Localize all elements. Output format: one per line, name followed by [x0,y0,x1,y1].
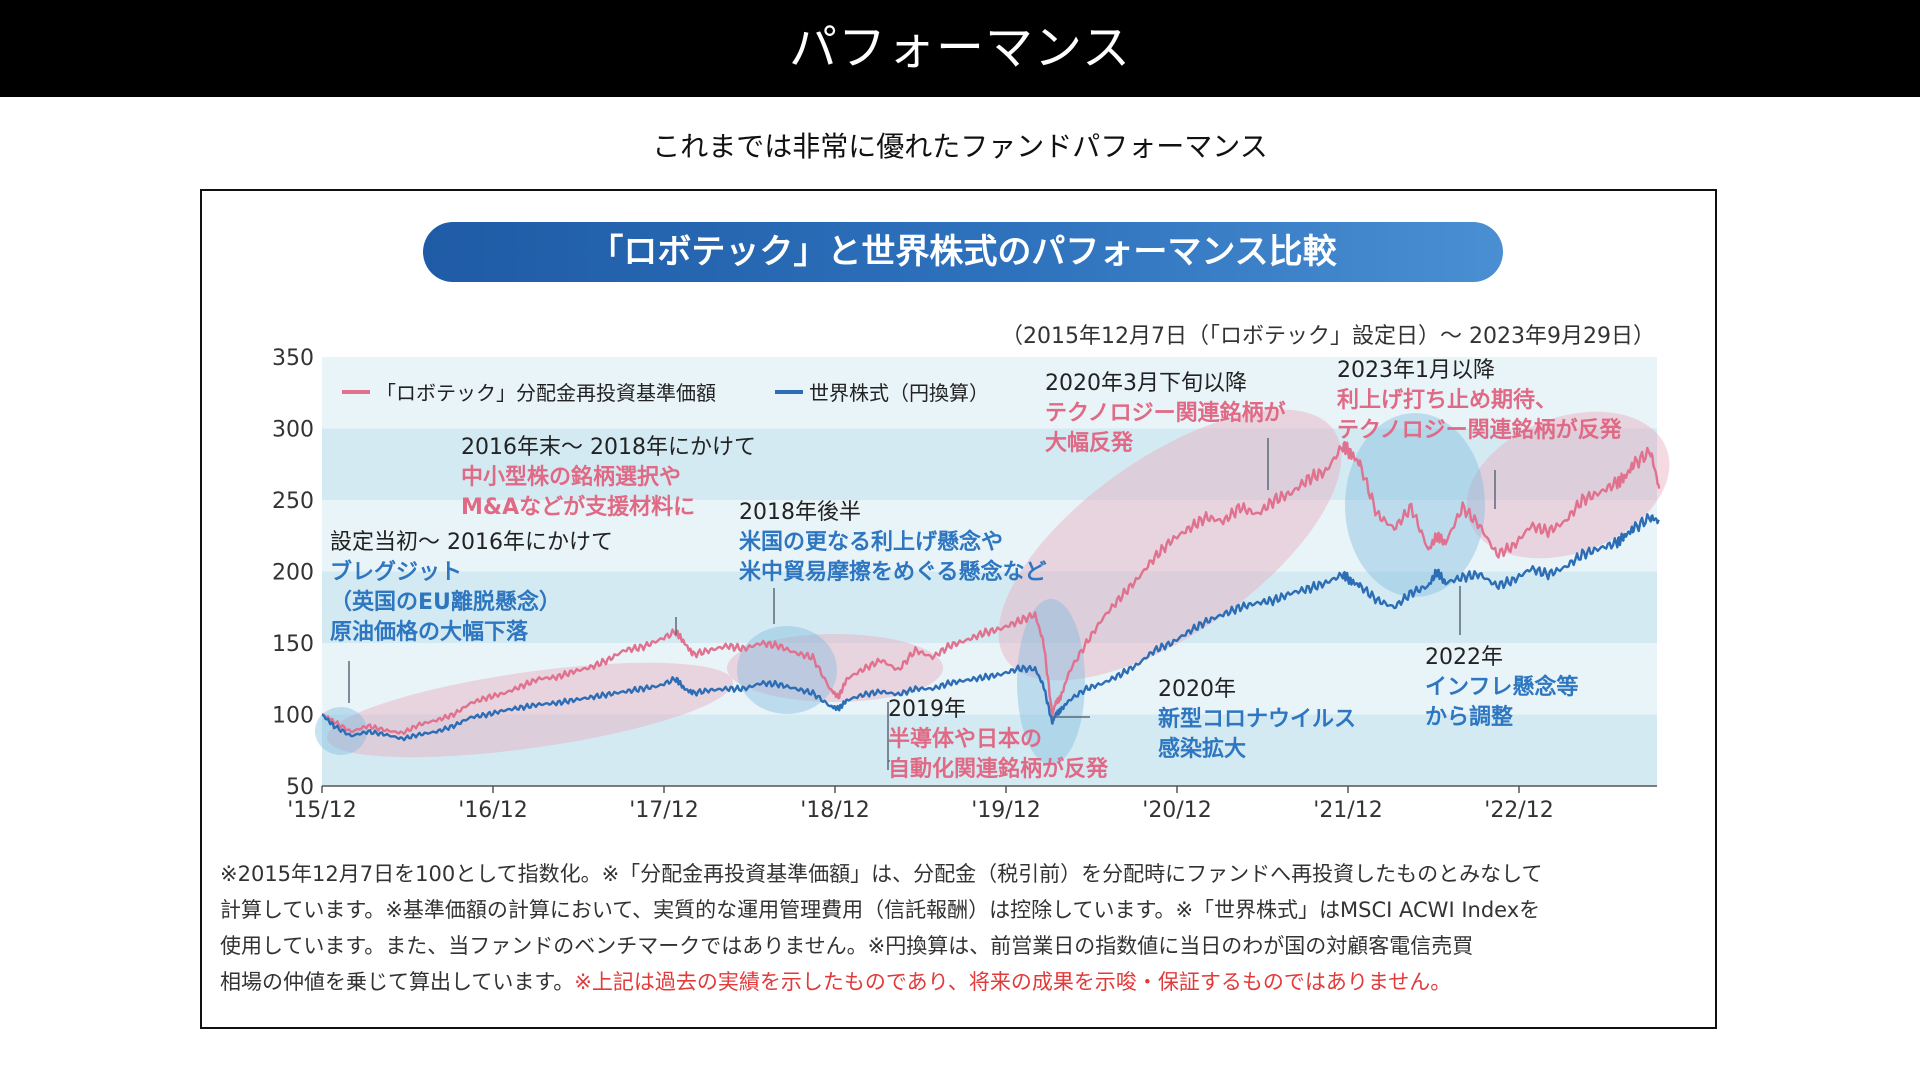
robotech-series-line [321,440,1661,736]
header-bar [0,0,1920,97]
x-tick-label: '22/12 [1484,798,1553,823]
x-tick-label: '16/12 [458,798,527,823]
world-stock-series-line [321,513,1660,742]
legend-label-world: 世界株式（円換算） [809,381,989,405]
chart-title-banner [423,222,1503,282]
annotation-heading: 2022年 [1425,645,1503,670]
y-tick-label: 100 [272,704,314,729]
plot-band [322,714,1657,786]
annotation-heading: 2023年1月以降 [1337,358,1495,383]
page-title: パフォーマンス [788,20,1132,76]
chart-title: 「ロボテック」と世界株式のパフォーマンス比較 [589,232,1337,272]
plot-band [322,357,1657,429]
y-tick-label: 300 [272,418,314,443]
annotation-text: 感染拡大 [1158,736,1246,762]
x-tick-label: '20/12 [1142,798,1211,823]
x-tick-label: '17/12 [629,798,698,823]
disclaimer-warning: ※上記は過去の実績を示したものであり、将来の成果を示唆・保証するものではありませ… [574,970,1452,994]
annotation-heading: 2020年3月下旬以降 [1045,371,1247,396]
annotation-heading: 2020年 [1158,677,1236,702]
annotation-text: （英国のEU離脱懸念） [330,589,561,615]
footnote-line-2: 計算しています。※基準価額の計算において、実質的な運用管理費用（信託報酬）は控除… [220,898,1541,922]
annotation-text: 新型コロナウイルス [1158,706,1356,732]
annotation-heading: 設定当初～ 2016年にかけて [330,530,613,555]
y-tick-label: 350 [272,346,314,371]
plot-band [322,428,1657,500]
annotation-text: インフレ懸念等 [1425,674,1578,700]
page-subtitle: これまでは非常に優れたファンドパフォーマンス [652,130,1268,163]
annotation-text: 半導体や日本の [888,726,1042,752]
highlight-ellipse [1017,599,1085,765]
annotation-text: M&Aなどが支援材料に [461,494,695,520]
annotation-text: テクノロジー関連銘柄が反発 [1337,417,1623,443]
highlight-ellipse [1345,413,1485,597]
annotation-heading: 2019年 [888,697,966,722]
annotation-text: 利上げ打ち止め期待、 [1337,387,1557,413]
annotation-heading: 2018年後半 [739,500,861,525]
x-tick-label: '21/12 [1313,798,1382,823]
footnote-line-3: 使用しています。また、当ファンドのベンチマークではありません。※円換算は、前営業… [220,934,1474,958]
footnote-line-4-text: 相場の仲値を乗じて算出しています。 [220,970,575,994]
annotation-text: から調整 [1425,704,1513,730]
annotation-text: 自動化関連銘柄が反発 [888,756,1109,782]
legend-label-robotech: 「ロボテック」分配金再投資基準価額 [376,381,716,405]
highlight-ellipse [1466,411,1670,559]
footnote-line-4: 相場の仲値を乗じて算出しています。※上記は過去の実績を示したものであり、将来の成… [220,964,1720,1000]
annotation-text: 大幅反発 [1045,431,1134,456]
x-tick-label: '19/12 [971,798,1040,823]
annotation-heading: 2016年末～ 2018年にかけて [461,435,756,460]
period-note: （2015年12月7日（「ロボテック」設定日）～ 2023年9月29日） [1001,324,1655,349]
annotation-text: 米中貿易摩擦をめぐる懸念など [739,559,1047,585]
annotation-text: 米国の更なる利上げ懸念や [739,529,1003,555]
annotation-text: 原油価格の大幅下落 [330,619,529,645]
annotation-text: ブレグジット [330,559,462,585]
y-tick-label: 200 [272,561,314,586]
annotation-text: 中小型株の銘柄選択や [461,464,681,490]
highlight-ellipse [727,634,943,702]
chart-frame [200,189,1717,1029]
y-tick-label: 50 [286,775,314,800]
y-tick-label: 150 [272,632,314,657]
y-tick-label: 250 [272,489,314,514]
x-tick-label: '18/12 [800,798,869,823]
footnote-line-1: ※2015年12月7日を100として指数化。※「分配金再投資基準価額」は、分配金… [220,862,1543,886]
annotation-text: テクノロジー関連銘柄が [1045,400,1286,426]
x-tick-label: '15/12 [287,798,356,823]
